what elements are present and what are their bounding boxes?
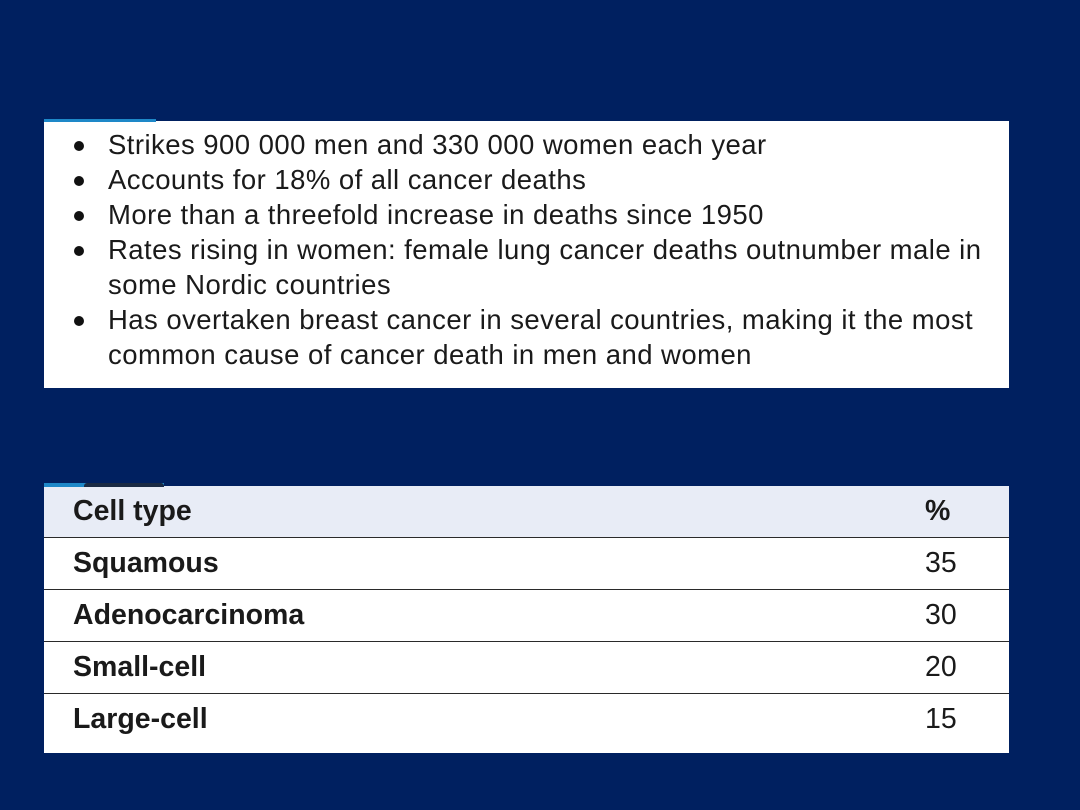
facts-panel: Strikes 900 000 men and 330 000 women ea… [44,119,1009,388]
cell-type-percent: 30 [925,589,1009,642]
cell-type-name: Squamous [44,537,925,590]
bullet-icon [74,176,84,186]
bullet-icon [74,141,84,151]
header-percent: % [925,486,1009,538]
cell-type-name: Adenocarcinoma [44,589,925,642]
table-row: Large-cell 15 [44,694,1009,746]
fact-item: Strikes 900 000 men and 330 000 women ea… [44,127,1009,162]
bullet-icon [74,246,84,256]
cell-type-name: Small-cell [44,641,925,694]
bullet-icon [74,316,84,326]
fact-item: More than a threefold increase in deaths… [44,197,1009,232]
fact-item: Accounts for 18% of all cancer deaths [44,162,1009,197]
cell-type-name: Large-cell [73,703,208,735]
cell-type-percent: 35 [925,537,1009,590]
fact-item: Has overtaken breast cancer in several c… [44,302,1009,372]
bullet-icon [74,211,84,221]
cell-type-percent: 20 [925,641,1009,694]
header-cell-type: Cell type [44,486,925,538]
panel-tab-accent [44,119,156,122]
table-header-row: Cell type % [44,486,1009,538]
panel-tab-dark [84,483,164,487]
cell-type-percent: 15 [925,703,957,735]
cell-type-table-panel: Cell type % Squamous 35 Adenocarcinoma 3… [44,483,1009,753]
fact-item: Rates rising in women: female lung cance… [44,232,1009,302]
table-row: Small-cell 20 [44,641,1009,694]
facts-list: Strikes 900 000 men and 330 000 women ea… [44,121,1009,372]
cell-type-table: Cell type % Squamous 35 Adenocarcinoma 3… [44,486,1009,745]
table-row: Squamous 35 [44,537,1009,590]
table-row: Adenocarcinoma 30 [44,589,1009,642]
